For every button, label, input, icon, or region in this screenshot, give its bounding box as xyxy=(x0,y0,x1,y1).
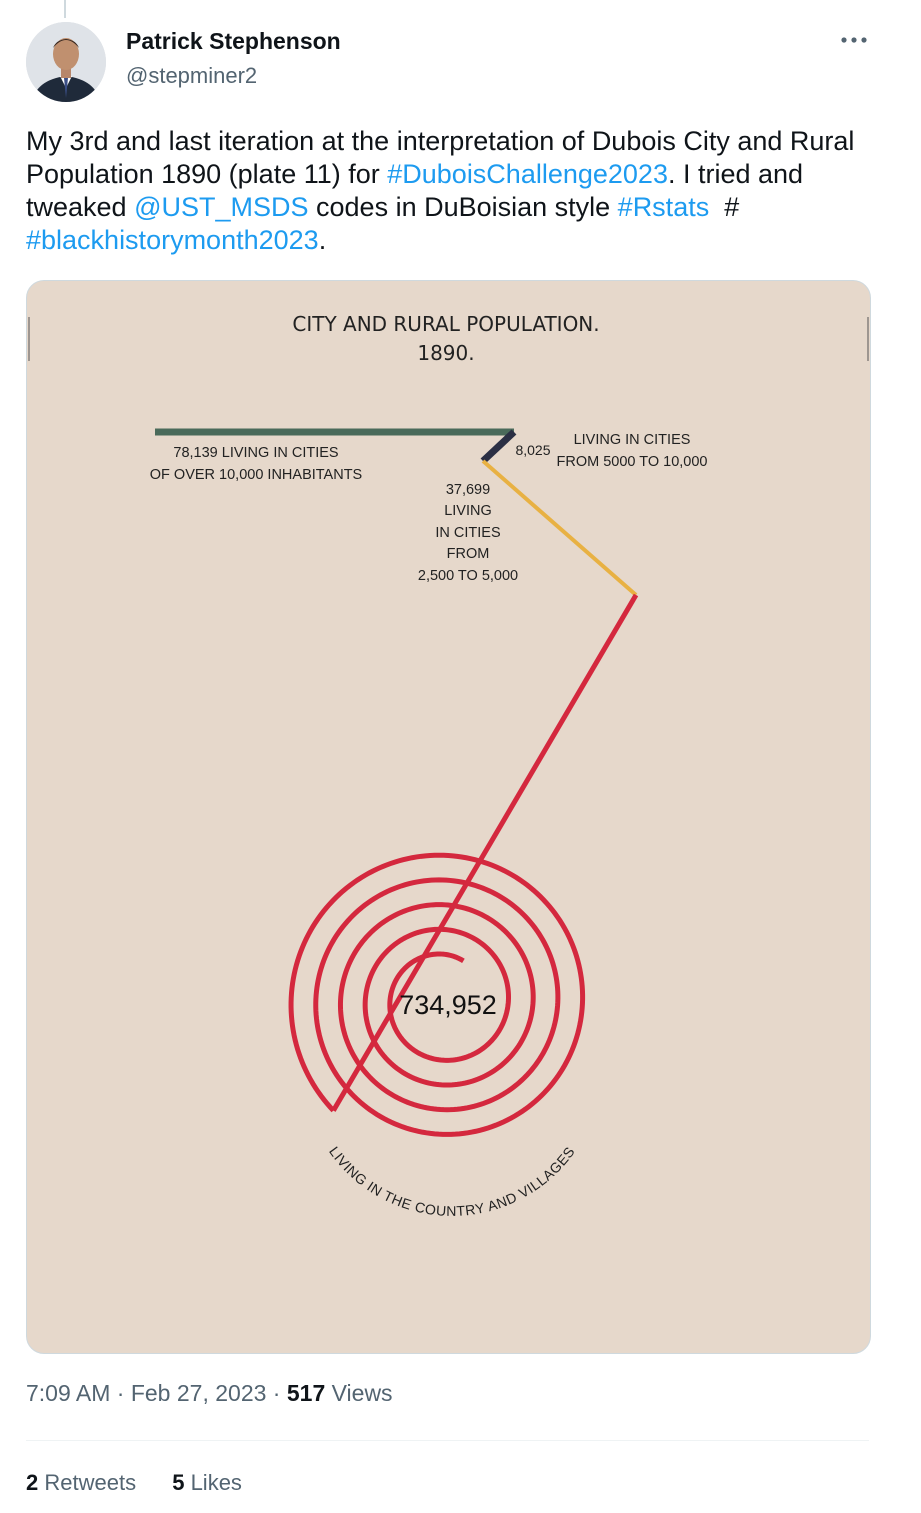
value-cities-5000-10000: 8,025 xyxy=(515,442,550,458)
divider xyxy=(26,1440,869,1441)
label-cities-2500-5000-line: 2,500 TO 5,000 xyxy=(418,568,518,584)
tweet-text-part: My 3rd and last iteration at the interpr… xyxy=(26,126,862,189)
label-cities-5000-10000-line2: FROM 5000 TO 10,000 xyxy=(557,454,708,470)
avatar-image xyxy=(26,22,106,102)
meta-separator: · xyxy=(110,1380,131,1406)
dubois-chart: CITY AND RURAL POPULATION. 1890. 78,139 … xyxy=(28,312,869,1219)
hashtag-link[interactable]: #blackhistorymonth2023 xyxy=(26,225,319,255)
label-cities-2500-5000-line: 37,699 xyxy=(446,482,490,498)
views-label: Views xyxy=(325,1380,393,1406)
tweet-image[interactable]: CITY AND RURAL POPULATION. 1890. 78,139 … xyxy=(26,280,871,1354)
mention-link[interactable]: @UST_MSDS xyxy=(134,192,309,222)
engagement-stats: 2 Retweets 5 Likes xyxy=(26,1470,272,1496)
label-cities-2500-5000-line: LIVING xyxy=(444,503,492,519)
author-name[interactable]: Patrick Stephenson xyxy=(126,28,341,54)
avatar[interactable] xyxy=(26,22,106,102)
likes-count: 5 xyxy=(172,1470,185,1495)
label-cities-over-10000-line2: OF OVER 10,000 INHABITANTS xyxy=(150,467,362,483)
more-options-button[interactable] xyxy=(836,22,872,58)
author-handle[interactable]: @stepminer2 xyxy=(126,63,258,88)
retweets-count: 2 xyxy=(26,1470,39,1495)
segment-cities-2500-5000 xyxy=(481,459,638,597)
tweet-text-part: . I tried and tweaked xyxy=(26,159,811,222)
tweet-time[interactable]: 7:09 AM xyxy=(26,1380,111,1406)
views-count: 517 xyxy=(286,1380,326,1406)
label-cities-2500-5000-line: FROM xyxy=(447,546,490,562)
tweet-text: My 3rd and last iteration at the interpr… xyxy=(26,125,886,257)
hashtag-link[interactable]: #Rstats xyxy=(617,192,710,222)
likes-stat[interactable]: 5 Likes xyxy=(172,1470,242,1495)
chart-subtitle: 1890. xyxy=(417,341,474,365)
segment-rural-spiral xyxy=(288,852,586,1137)
chart-title: CITY AND RURAL POPULATION. xyxy=(292,312,599,336)
tweet-meta: 7:09 AM · Feb 27, 2023 · 517 Views xyxy=(26,1380,393,1407)
tweet-date[interactable]: Feb 27, 2023 xyxy=(130,1380,267,1406)
tweet-text-part: # xyxy=(709,192,755,222)
tweet-text-part: . xyxy=(318,225,327,255)
label-cities-2500-5000-line: IN CITIES xyxy=(435,525,500,541)
label-cities-over-10000: 78,139 LIVING IN CITIES xyxy=(173,445,338,461)
likes-label: Likes xyxy=(184,1470,242,1495)
meta-separator: · xyxy=(266,1380,287,1406)
segment-rural-line xyxy=(331,593,639,1112)
tweet-text-part: codes in DuBoisian style xyxy=(308,192,618,222)
value-rural: 734,952 xyxy=(399,990,497,1020)
label-cities-5000-10000: LIVING IN CITIES xyxy=(574,432,691,448)
retweets-stat[interactable]: 2 Retweets xyxy=(26,1470,136,1495)
label-rural-text: LIVING IN THE COUNTRY AND VILLAGES xyxy=(326,1143,577,1218)
label-rural: LIVING IN THE COUNTRY AND VILLAGES xyxy=(326,1143,578,1218)
retweets-label: Retweets xyxy=(38,1470,137,1495)
more-options-icon xyxy=(841,37,867,43)
thread-connector-line xyxy=(64,0,66,18)
hashtag-link[interactable]: #DuboisChallenge2023 xyxy=(387,159,668,189)
segment-cities-5000-10000 xyxy=(480,429,517,464)
